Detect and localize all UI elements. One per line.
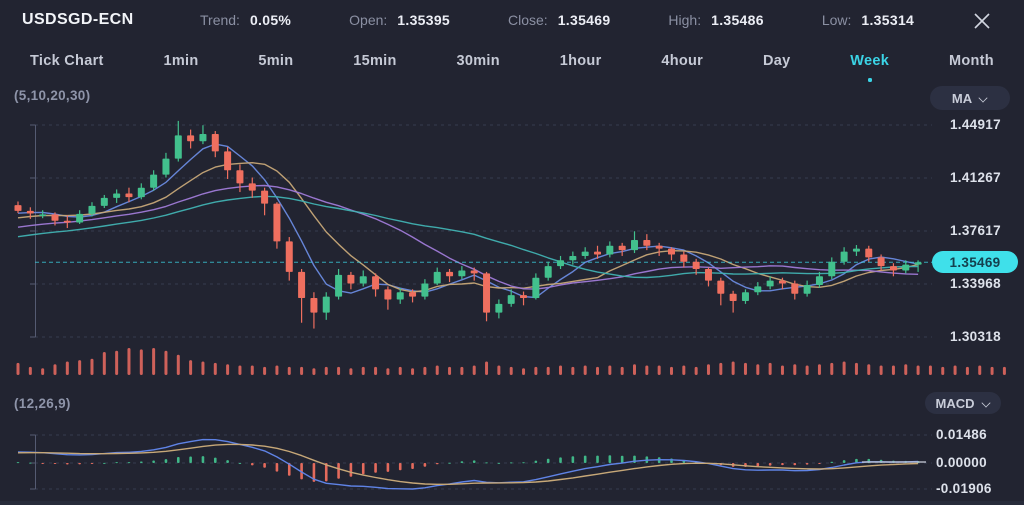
close-button[interactable] bbox=[968, 7, 996, 35]
stat-open: Open: 1.35395 bbox=[349, 12, 450, 28]
price-axis-label: 1.33968 bbox=[950, 275, 1001, 291]
bottom-edge bbox=[0, 501, 1024, 505]
tab-4hour[interactable]: 4hour bbox=[661, 53, 704, 69]
macd-params-label: (12,26,9) bbox=[14, 396, 71, 411]
stat-value: 0.05% bbox=[249, 12, 292, 28]
stat-label: Trend: bbox=[200, 12, 240, 28]
macd-chart[interactable] bbox=[0, 390, 1024, 505]
price-axis-label: 1.37617 bbox=[950, 223, 1001, 238]
stat-label: Open: bbox=[349, 12, 388, 28]
macd-axis-label: 0.01486 bbox=[936, 427, 987, 442]
tab-week[interactable]: Week bbox=[848, 49, 891, 82]
macd-indicator-dropdown[interactable]: MACD bbox=[925, 392, 1001, 414]
close-icon bbox=[974, 13, 990, 29]
ma-indicator-dropdown[interactable]: MA bbox=[930, 86, 1010, 110]
tab-day[interactable]: Day bbox=[762, 53, 791, 69]
ma-dropdown-label: MA bbox=[951, 90, 973, 106]
macd-dropdown-label: MACD bbox=[935, 395, 975, 411]
tab-5min[interactable]: 5min bbox=[258, 53, 294, 69]
tab-1min[interactable]: 1min bbox=[163, 53, 199, 69]
stat-close: Close: 1.35469 bbox=[508, 12, 610, 28]
stat-label: Close: bbox=[508, 12, 548, 28]
tab-month[interactable]: Month bbox=[948, 53, 994, 69]
current-price-tag: 1.35469 bbox=[932, 251, 1018, 274]
price-axis-label: 1.30318 bbox=[950, 329, 1001, 344]
stat-label: Low: bbox=[821, 12, 852, 28]
timeframe-tabbar: Tick Chart 1min 5min 15min 30min 1hour 4hour Da… bbox=[0, 40, 1024, 82]
stat-trend: Trend: 0.05% bbox=[200, 12, 291, 28]
symbol-title: USDSGD-ECN bbox=[22, 11, 134, 28]
main-chart[interactable] bbox=[0, 85, 1024, 390]
stat-value: 1.35469 bbox=[557, 12, 611, 28]
price-axis-label: 1.44917 bbox=[950, 117, 1001, 132]
macd-axis-label: -0.01906 bbox=[936, 481, 992, 496]
stat-label: High: bbox=[668, 12, 702, 28]
stat-value: 1.35486 bbox=[711, 12, 764, 28]
active-tab-dot bbox=[867, 78, 872, 82]
top-bar: USDSGD-ECN Trend: 0.05% Open: 1.35395 Close:… bbox=[0, 0, 1024, 40]
ma-params-label: (5,10,20,30) bbox=[14, 88, 91, 103]
tab-15min[interactable]: 15min bbox=[353, 53, 397, 69]
tab-30min[interactable]: 30min bbox=[456, 53, 500, 69]
ohlc-stats: Trend: 0.05% Open: 1.35395 Close: 1.35469 High… bbox=[200, 12, 914, 28]
price-axis-label: 1.41267 bbox=[950, 170, 1001, 185]
tab-tick-chart[interactable]: Tick Chart bbox=[30, 53, 104, 69]
stat-value: 1.35314 bbox=[861, 12, 915, 28]
macd-axis-label: 0.00000 bbox=[936, 455, 987, 470]
tab-1hour[interactable]: 1hour bbox=[559, 53, 602, 69]
stat-value: 1.35395 bbox=[397, 12, 451, 28]
stat-low: Low: 1.35314 bbox=[822, 12, 914, 28]
stat-high: High: 1.35486 bbox=[668, 12, 763, 28]
